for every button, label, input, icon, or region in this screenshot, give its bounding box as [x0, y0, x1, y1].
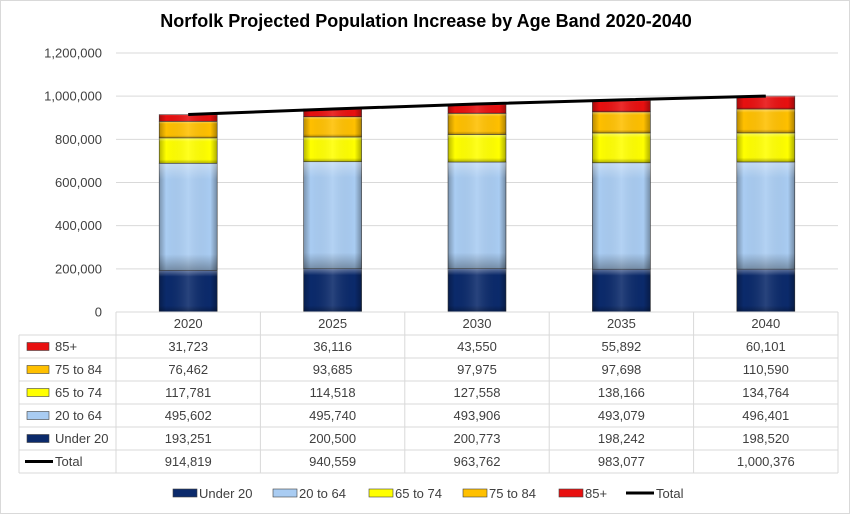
table-key-65-to-74	[27, 389, 49, 397]
table-cell-85-2040: 60,101	[746, 339, 786, 354]
table-key-75-to-84	[27, 366, 49, 374]
legend-key-75-to-84	[463, 489, 487, 497]
under-20-bar-2020-bevel	[159, 270, 217, 312]
table-cell-65-to-74-2020: 117,781	[165, 385, 211, 400]
table-header-2030: 2030	[463, 316, 492, 331]
table-cell-20-to-64-2040: 496,401	[742, 408, 789, 423]
table-header-2020: 2020	[174, 316, 203, 331]
table-row-label-total: Total	[55, 454, 83, 469]
y-tick-label: 200,000	[55, 261, 102, 276]
table-row-label-under-20: Under 20	[55, 431, 108, 446]
legend-label-20-to-64: 20 to 64	[299, 486, 346, 501]
stacked-bars	[159, 96, 795, 312]
table-cell-85-2030: 43,550	[457, 339, 497, 354]
y-tick-label: 600,000	[55, 175, 102, 190]
table-cell-75-to-84-2035: 97,698	[602, 362, 642, 377]
y-tick-label: 1,000,000	[44, 89, 102, 104]
legend-label-75-to-84: 75 to 84	[489, 486, 536, 501]
legend-label-85: 85+	[585, 486, 607, 501]
legend-label-total: Total	[656, 486, 684, 501]
65-to-74-bar-2020-bevel	[159, 138, 217, 163]
table-cell-65-to-74-2030: 127,558	[454, 385, 501, 400]
75-to-84-bar-2040-bevel	[737, 109, 795, 133]
table-cell-65-to-74-2035: 138,166	[598, 385, 645, 400]
table-cell-75-to-84-2030: 97,975	[457, 362, 497, 377]
table-cell-85-2020: 31,723	[168, 339, 208, 354]
y-tick-label: 800,000	[55, 132, 102, 147]
table-cell-85-2035: 55,892	[602, 339, 642, 354]
table-row-label-75-to-84: 75 to 84	[55, 362, 102, 377]
table-cell-75-to-84-2040: 110,590	[743, 362, 789, 377]
65-to-74-bar-2040-bevel	[737, 133, 795, 162]
under-20-bar-2035-bevel	[592, 269, 650, 312]
legend-key-under-20	[173, 489, 197, 497]
table-key-20-to-64	[27, 412, 49, 420]
y-axis: 0 200,000 400,000 600,000 800,000 1,000,000 1,…	[44, 46, 102, 320]
20-to-64-bar-2030-bevel	[448, 162, 506, 269]
legend-key-65-to-74	[369, 489, 393, 497]
75-to-84-bar-2030-bevel	[448, 113, 506, 134]
table-cell-20-to-64-2025: 495,740	[309, 408, 356, 423]
table-cell-75-to-84-2025: 93,685	[313, 362, 353, 377]
table-cell-total-2030: 963,762	[454, 454, 501, 469]
table-cell-total-2040: 1,000,376	[737, 454, 795, 469]
table-row-label-20-to-64: 20 to 64	[55, 408, 102, 423]
y-tick-label: 1,200,000	[44, 46, 102, 61]
table-cell-20-to-64-2035: 493,079	[598, 408, 645, 423]
table-cell-total-2035: 983,077	[598, 454, 645, 469]
table-cell-total-2025: 940,559	[309, 454, 356, 469]
table-cell-under-20-2035: 198,242	[598, 431, 645, 446]
table-cell-85-2025: 36,116	[313, 339, 352, 354]
table-row-label-85: 85+	[55, 339, 77, 354]
table-cell-under-20-2040: 198,520	[742, 431, 789, 446]
table-header-2035: 2035	[607, 316, 636, 331]
75-to-84-bar-2020-bevel	[159, 121, 217, 138]
table-header-2040: 2040	[751, 316, 780, 331]
under-20-bar-2025-bevel	[304, 269, 362, 312]
legend-key-85	[559, 489, 583, 497]
65-to-74-bar-2035-bevel	[592, 133, 650, 163]
20-to-64-bar-2040-bevel	[737, 162, 795, 269]
y-tick-label: 400,000	[55, 218, 102, 233]
table-cell-total-2020: 914,819	[165, 454, 212, 469]
legend-label-65-to-74: 65 to 74	[395, 486, 442, 501]
75-to-84-bar-2035-bevel	[592, 112, 650, 133]
under-20-bar-2040-bevel	[737, 269, 795, 312]
65-to-74-bar-2030-bevel	[448, 135, 506, 163]
table-cell-under-20-2020: 193,251	[165, 431, 212, 446]
table-cell-65-to-74-2025: 114,518	[310, 385, 356, 400]
table-cell-20-to-64-2020: 495,602	[165, 408, 212, 423]
75-to-84-bar-2025-bevel	[304, 117, 362, 137]
legend-label-under-20: Under 20	[199, 486, 252, 501]
table-cell-under-20-2030: 200,773	[454, 431, 501, 446]
legend-key-20-to-64	[273, 489, 297, 497]
y-tick-label: 0	[95, 305, 102, 320]
20-to-64-bar-2025-bevel	[304, 162, 362, 269]
table-cell-under-20-2025: 200,500	[309, 431, 356, 446]
table-cell-75-to-84-2020: 76,462	[168, 362, 208, 377]
table-key-under-20	[27, 435, 49, 443]
table-key-85	[27, 343, 49, 351]
legend: Under 20 20 to 64 65 to 74 75 to 84 85+ Total	[173, 486, 684, 501]
table-header-2025: 2025	[318, 316, 347, 331]
20-to-64-bar-2035-bevel	[592, 163, 650, 269]
85-bar-2020-bevel	[159, 115, 217, 122]
data-table: 2020 2025 2030 2035 2040 85+ 31,723 36,116 43,55…	[19, 312, 838, 473]
table-cell-65-to-74-2040: 134,764	[742, 385, 789, 400]
table-cell-20-to-64-2030: 493,906	[454, 408, 501, 423]
under-20-bar-2030-bevel	[448, 269, 506, 312]
table-row-label-65-to-74: 65 to 74	[55, 385, 102, 400]
65-to-74-bar-2025-bevel	[304, 137, 362, 162]
20-to-64-bar-2020-bevel	[159, 163, 217, 270]
